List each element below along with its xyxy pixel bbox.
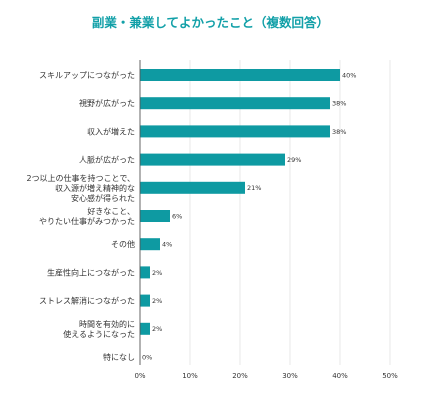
value-label: 4% bbox=[162, 241, 172, 249]
bar bbox=[140, 294, 150, 307]
category-label: スキルアップにつながった bbox=[39, 70, 135, 80]
bar bbox=[140, 266, 150, 279]
value-label: 38% bbox=[332, 100, 346, 108]
category-label: 使えるようになった bbox=[63, 329, 135, 339]
category-label: 時間を有効的に bbox=[79, 319, 135, 329]
chart-title: 副業・兼業してよかったこと（複数回答） bbox=[91, 15, 330, 30]
x-tick-label: 10% bbox=[182, 372, 198, 380]
x-tick-label: 30% bbox=[282, 372, 298, 380]
value-label: 0% bbox=[142, 353, 152, 361]
bar bbox=[140, 69, 340, 81]
category-label: 好きなこと、 bbox=[87, 206, 135, 216]
value-label: 2% bbox=[152, 325, 162, 333]
bar bbox=[140, 238, 160, 251]
value-label: 6% bbox=[172, 212, 182, 220]
category-label: 収入源が増え精神的な bbox=[55, 183, 135, 193]
category-label: やりたい仕事がみつかった bbox=[39, 216, 135, 226]
bar bbox=[140, 322, 150, 335]
category-label: ストレス解消につながった bbox=[39, 296, 135, 306]
category-label: 人脈が広がった bbox=[79, 155, 135, 165]
bar bbox=[140, 181, 245, 194]
category-label: 収入が増えた bbox=[87, 126, 135, 136]
category-label: 視野が広がった bbox=[79, 98, 135, 108]
category-label: 2つ以上の仕事を持つことで、 bbox=[26, 173, 135, 183]
category-label: その他 bbox=[111, 239, 135, 249]
bar bbox=[140, 97, 330, 110]
category-label: 生産性向上につながった bbox=[47, 267, 135, 277]
x-tick-label: 0% bbox=[134, 372, 145, 380]
value-label: 29% bbox=[287, 156, 301, 164]
value-label: 40% bbox=[342, 71, 356, 79]
value-label: 21% bbox=[247, 184, 261, 192]
bar bbox=[140, 125, 330, 138]
value-label: 38% bbox=[332, 128, 346, 136]
value-label: 2% bbox=[152, 269, 162, 277]
x-tick-label: 20% bbox=[232, 372, 248, 380]
category-label: 安心感が得られた bbox=[71, 193, 135, 203]
category-label: 特になし bbox=[103, 352, 135, 362]
value-label: 2% bbox=[152, 297, 162, 305]
bar bbox=[140, 153, 285, 166]
x-tick-label: 50% bbox=[382, 372, 398, 380]
x-tick-label: 40% bbox=[332, 372, 348, 380]
bar bbox=[140, 210, 170, 222]
